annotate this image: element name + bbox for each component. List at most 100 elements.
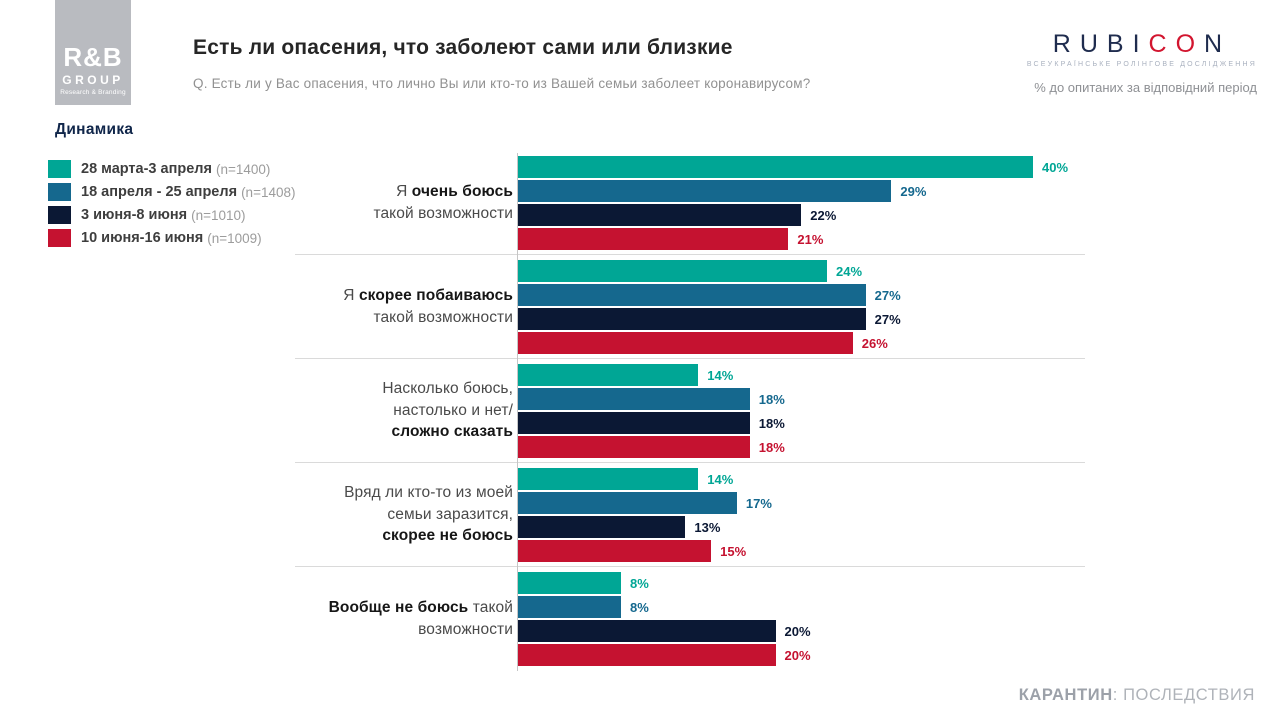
percent-note: % до опитаних за відповідний період (1034, 80, 1257, 95)
label-segment: сложно сказать (391, 423, 513, 441)
legend-label: 18 апреля - 25 апреля (81, 184, 242, 200)
bar-value-label: 15% (720, 543, 747, 559)
bar (518, 180, 892, 202)
label-segment: Я (396, 182, 412, 200)
bar (518, 204, 802, 226)
category-label-line: такой возможности (295, 307, 513, 329)
label-segment: Я (343, 286, 359, 304)
bar-group: 8% 8% 20% 20% (513, 567, 1085, 671)
bar-row: 21% (518, 228, 1085, 250)
rubicon-part-red: CO (1148, 30, 1205, 58)
chart-axis-line (517, 153, 518, 671)
section-label: Динамика (55, 121, 134, 138)
bar-group: 24% 27% 27% 26% (513, 255, 1085, 358)
label-segment: семьи заразится, (387, 505, 513, 523)
bar-value-label: 8% (630, 599, 649, 615)
bar (518, 260, 827, 282)
bar-value-label: 17% (745, 495, 772, 511)
rb-group-logo: R&B GROUP Research & Branding (55, 0, 131, 105)
chart-group: Вряд ли кто-то из моей семьи заразится, ск… (295, 463, 1085, 567)
legend-item: 28 марта-3 апреля (n=1400) (48, 160, 295, 178)
bar-row: 17% (518, 492, 1085, 514)
bar-value-label: 27% (874, 287, 901, 303)
category-label: Я очень боюсь такой возможности (295, 151, 513, 254)
bar-value-label: 26% (861, 335, 888, 351)
rubicon-logo: RUBICON ВСЕУКРАЇНСЬКЕ РОЛІНГОВЕ ДОСЛІДЖЕ… (1027, 30, 1257, 68)
label-segment: очень боюсь (411, 182, 513, 200)
rubicon-part-navy2: N (1204, 30, 1232, 58)
bar-row: 40% (518, 156, 1085, 178)
legend-swatch (48, 183, 71, 201)
legend-swatch (48, 206, 71, 224)
page-title: Есть ли опасения, что заболеют сами или … (193, 36, 733, 59)
bar-value-label: 40% (1042, 159, 1069, 175)
bar-value-label: 13% (694, 519, 721, 535)
legend-sample-size: (n=1408) (241, 184, 296, 200)
bar-row: 18% (518, 436, 1085, 458)
legend-sample-size: (n=1009) (207, 230, 262, 246)
bar (518, 364, 699, 386)
bar-row: 18% (518, 412, 1085, 434)
bar-row: 18% (518, 388, 1085, 410)
label-segment: Насколько боюсь, (382, 379, 513, 397)
category-label-line: Вообще не боюсь такой (295, 597, 513, 619)
category-label-line: Я очень боюсь (295, 181, 513, 203)
footer-caption-rest: : ПОСЛЕДСТВИЯ (1112, 686, 1255, 704)
category-label: Насколько боюсь, настолько и нет/сложно с… (295, 359, 513, 462)
bar (518, 436, 750, 458)
bar (518, 332, 853, 354)
chart-rows: Я очень боюсь такой возможности 40% 29% 22% 2… (295, 151, 1085, 671)
label-segment: Вообще не боюсь (328, 599, 469, 617)
label-segment: такой возможности (373, 204, 513, 222)
rb-logo-group-text: GROUP (62, 72, 124, 87)
bar-group: 14% 17% 13% 15% (513, 463, 1085, 566)
chart-group: Вообще не боюсь такой возможности 8% 8% 20% 2… (295, 567, 1085, 671)
bar-row: 14% (518, 364, 1085, 386)
bar-value-label: 24% (836, 263, 863, 279)
bar-value-label: 27% (874, 311, 901, 327)
bar-row: 14% (518, 468, 1085, 490)
bar (518, 516, 686, 538)
bar-value-label: 18% (758, 415, 785, 431)
bar-value-label: 20% (784, 647, 811, 663)
rubicon-tagline: ВСЕУКРАЇНСЬКЕ РОЛІНГОВЕ ДОСЛІДЖЕННЯ (1026, 61, 1257, 68)
footer-caption-bold: КАРАНТИН (1018, 686, 1113, 704)
legend-swatch (48, 229, 71, 247)
label-segment: такой (468, 599, 513, 617)
category-label-line: скорее не боюсь (295, 525, 513, 547)
bar-value-label: 22% (810, 207, 837, 223)
bar (518, 620, 776, 642)
footer-caption: КАРАНТИН: ПОСЛЕДСТВИЯ (1019, 686, 1255, 705)
rubicon-part-navy: RUBI (1052, 30, 1149, 58)
bar-value-label: 21% (797, 231, 824, 247)
legend-item: 3 июня-8 июня (n=1010) (48, 206, 295, 224)
bar (518, 228, 789, 250)
label-segment: скорее не боюсь (382, 527, 513, 545)
bar-value-label: 8% (630, 575, 649, 591)
label-segment: такой возможности (373, 308, 513, 326)
bar (518, 644, 776, 666)
bar (518, 308, 866, 330)
bar-value-label: 14% (707, 367, 734, 383)
legend-label: 3 июня-8 июня (81, 207, 192, 223)
bar-row: 13% (518, 516, 1085, 538)
bar-row: 27% (518, 284, 1085, 306)
category-label: Вообще не боюсь такой возможности (295, 567, 513, 671)
bar-chart: Я очень боюсь такой возможности 40% 29% 22% 2… (295, 151, 1085, 671)
category-label-line: Насколько боюсь, (295, 378, 513, 400)
legend-label: 10 июня-16 июня (81, 230, 208, 246)
bar-group: 40% 29% 22% 21% (513, 151, 1085, 254)
bar-row: 24% (518, 260, 1085, 282)
bar-value-label: 18% (758, 439, 785, 455)
bar-value-label: 14% (707, 471, 734, 487)
bar-value-label: 20% (784, 623, 811, 639)
bar-row: 20% (518, 644, 1085, 666)
category-label: Я скорее побаиваюсь такой возможности (295, 255, 513, 358)
bar-value-label: 18% (758, 391, 785, 407)
legend-label: 28 марта-3 апреля (81, 161, 216, 177)
bar-row: 26% (518, 332, 1085, 354)
legend-swatch (48, 160, 71, 178)
bar-group: 14% 18% 18% 18% (513, 359, 1085, 462)
bar (518, 388, 750, 410)
